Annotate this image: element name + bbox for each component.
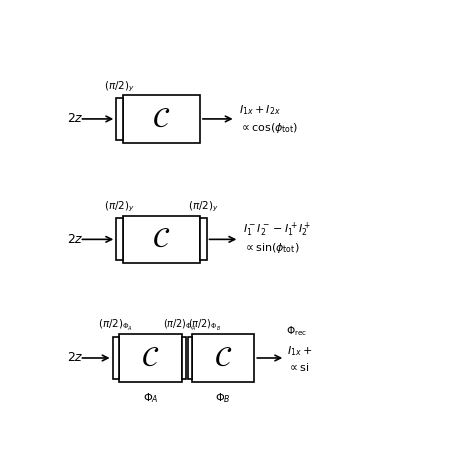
- Bar: [200, 219, 207, 260]
- Text: $\propto \sin(\phi_{\mathrm{tot}})$: $\propto \sin(\phi_{\mathrm{tot}})$: [243, 241, 300, 255]
- Bar: [116, 219, 123, 260]
- Text: $\propto \cos(\phi_{\mathrm{tot}})$: $\propto \cos(\phi_{\mathrm{tot}})$: [239, 121, 299, 135]
- Text: $(\pi/2)_{\Phi_A}$: $(\pi/2)_{\Phi_A}$: [164, 318, 196, 333]
- Text: $(\pi/2)_y$: $(\pi/2)_y$: [104, 200, 135, 214]
- Text: $I_1^- I_2^- - I_1^+ I_2^+$: $I_1^- I_2^- - I_1^+ I_2^+$: [243, 221, 311, 239]
- Bar: [119, 334, 182, 382]
- Bar: [123, 95, 200, 143]
- Text: $\mathcal{C}$: $\mathcal{C}$: [214, 345, 232, 372]
- Text: $(\pi/2)_{\Phi_A}$: $(\pi/2)_{\Phi_A}$: [98, 318, 133, 333]
- Text: $2z$: $2z$: [66, 112, 83, 126]
- Text: $\mathcal{C}$: $\mathcal{C}$: [152, 105, 171, 132]
- Bar: [188, 337, 192, 379]
- Text: $\Phi_A$: $\Phi_A$: [143, 391, 158, 405]
- Bar: [112, 337, 119, 379]
- Text: $\mathcal{C}$: $\mathcal{C}$: [141, 345, 159, 372]
- Text: $\mathcal{C}$: $\mathcal{C}$: [152, 226, 171, 253]
- Text: $\Phi_{\mathrm{rec}}$: $\Phi_{\mathrm{rec}}$: [286, 324, 308, 338]
- Text: $\Phi_B$: $\Phi_B$: [215, 391, 231, 405]
- Text: $I_{1x} +$: $I_{1x} +$: [287, 344, 312, 357]
- Text: $(\pi/2)_{\Phi_B}$: $(\pi/2)_{\Phi_B}$: [188, 318, 221, 333]
- Text: $2z$: $2z$: [66, 233, 83, 246]
- Bar: [116, 98, 123, 140]
- Text: $2z$: $2z$: [66, 352, 83, 365]
- Bar: [123, 216, 200, 263]
- Text: $(\pi/2)_y$: $(\pi/2)_y$: [104, 79, 135, 93]
- Bar: [182, 337, 186, 379]
- Bar: [192, 334, 255, 382]
- Text: $(\pi/2)_y$: $(\pi/2)_y$: [188, 200, 219, 214]
- Text: $\propto \mathrm{si}$: $\propto \mathrm{si}$: [287, 361, 309, 373]
- Text: $I_{1x} + I_{2x}$: $I_{1x} + I_{2x}$: [239, 103, 281, 117]
